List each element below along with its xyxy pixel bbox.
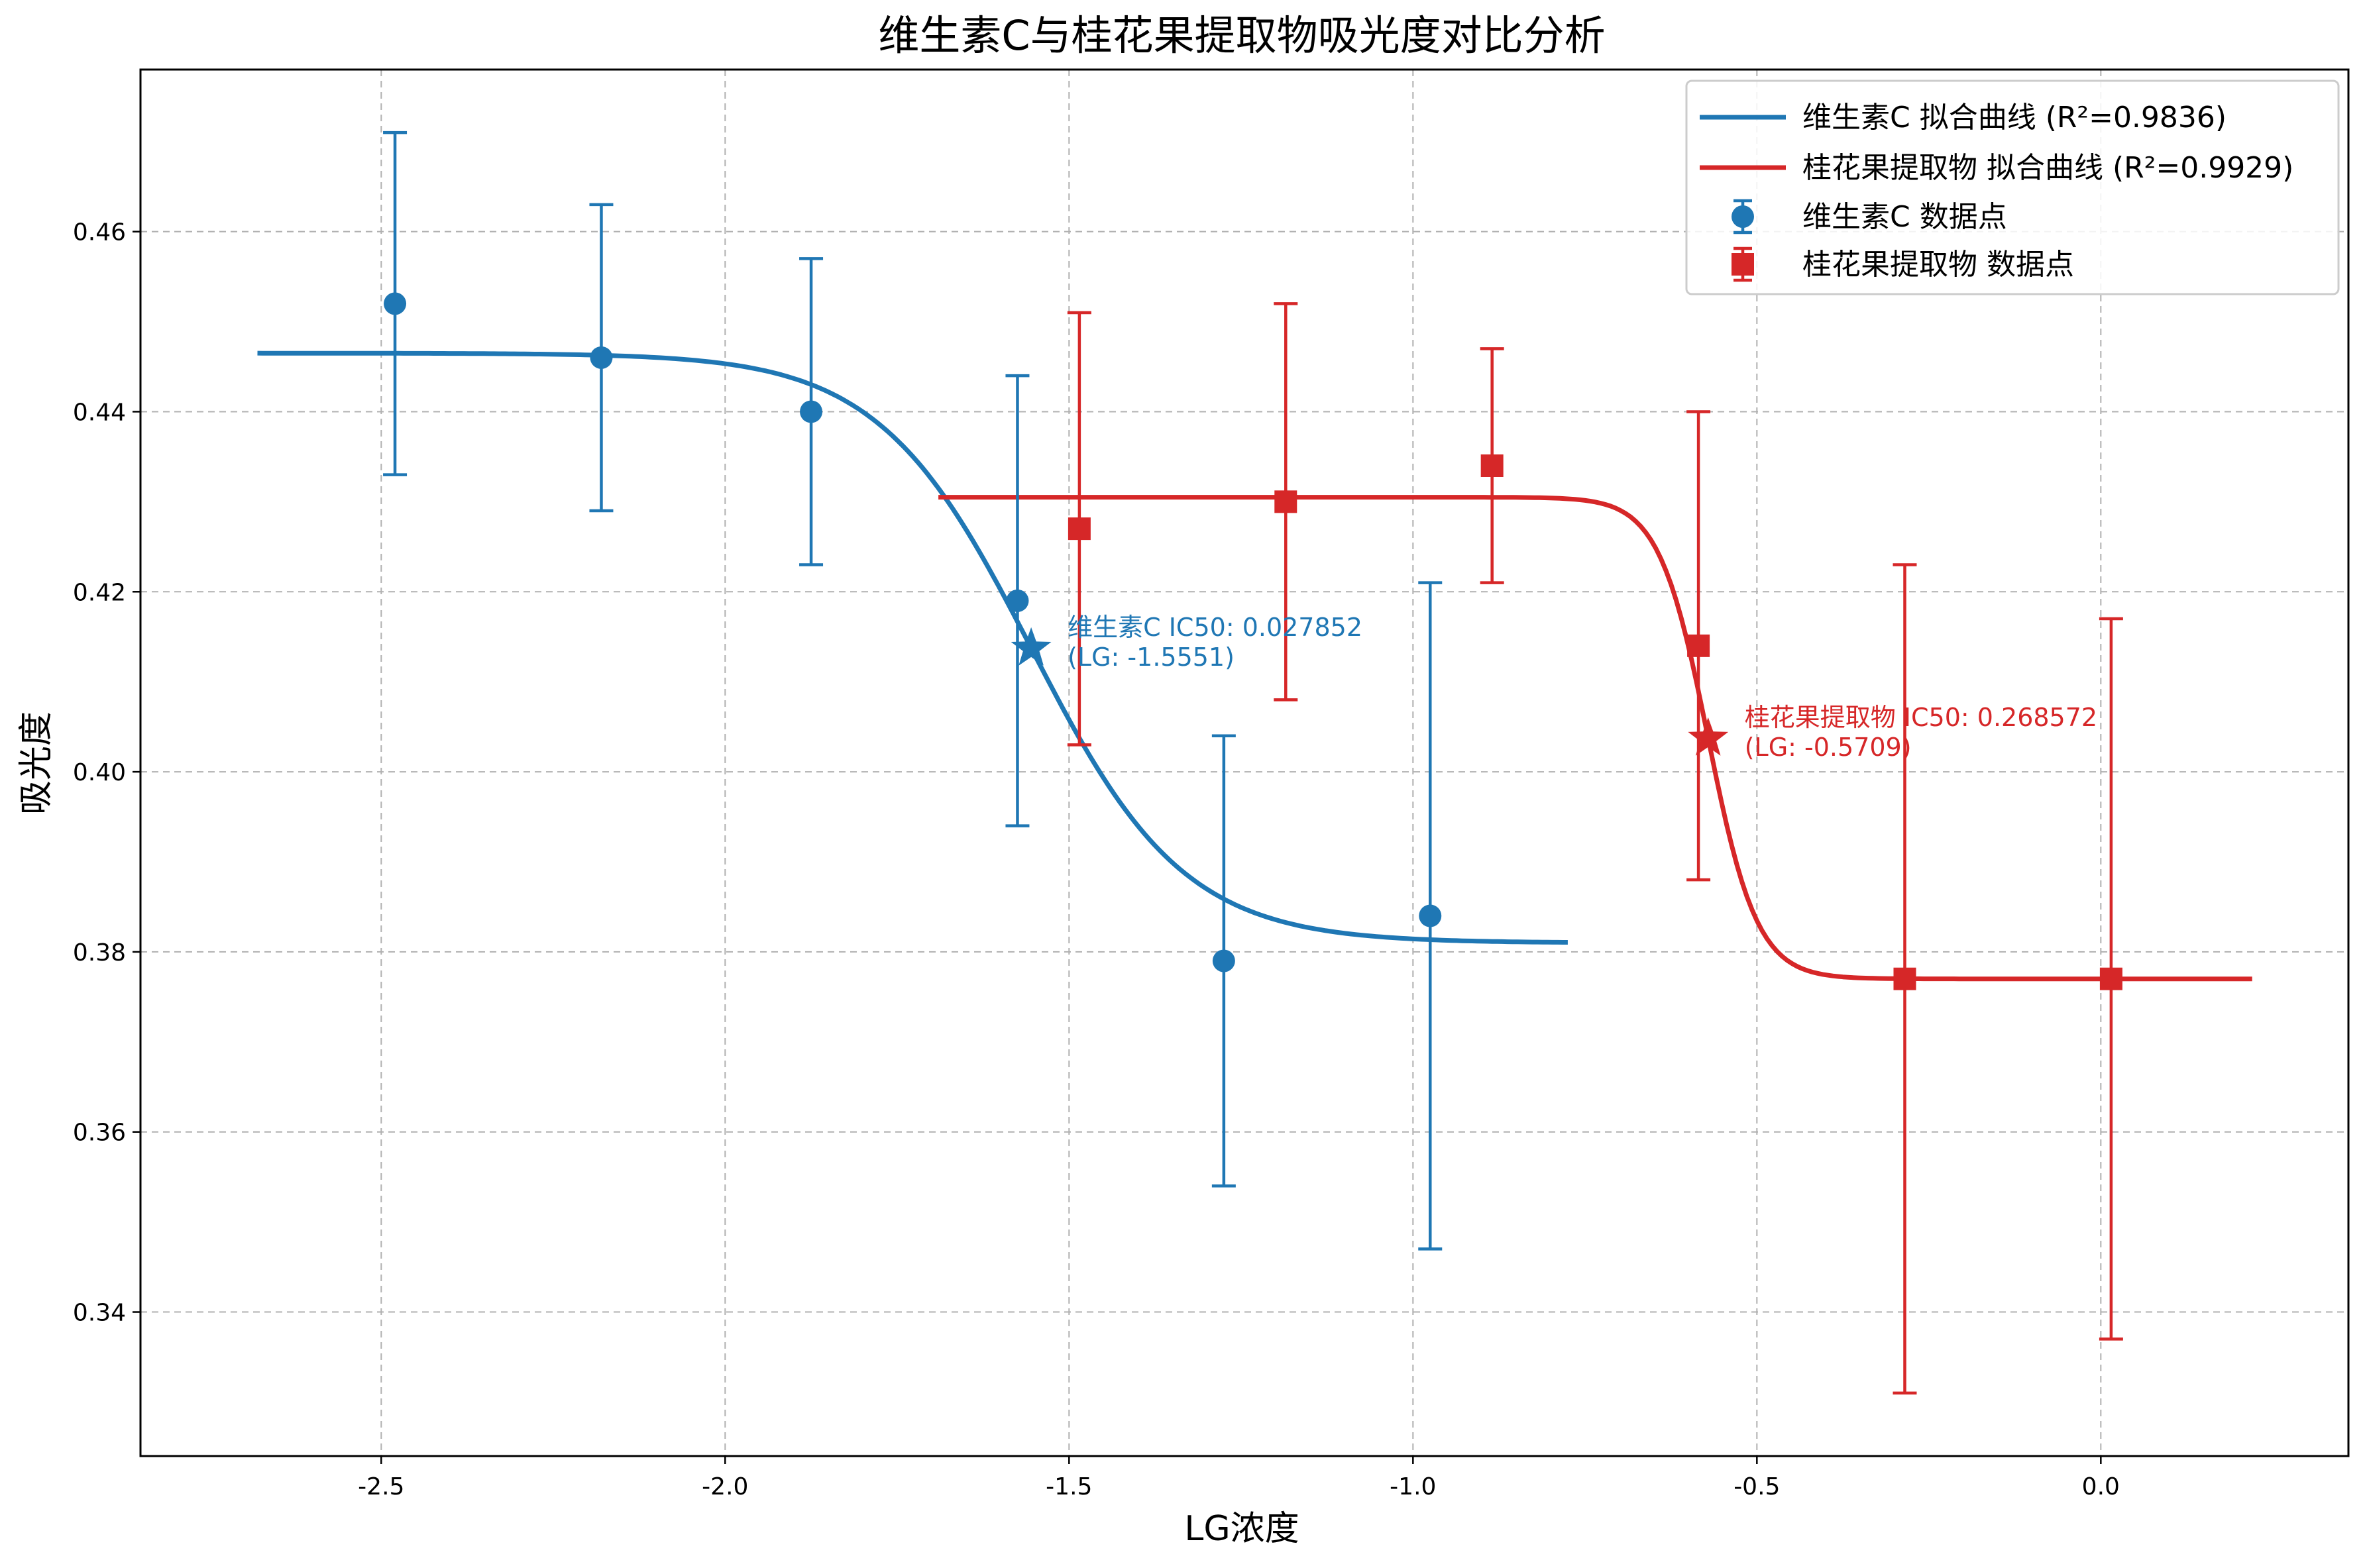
ic50-annotation-label: 桂花果提取物 IC50: 0.268572 (1745, 703, 2097, 732)
y-tick-label: 0.38 (73, 939, 126, 967)
ic50-annotation-lg: (LG: -1.5551) (1068, 643, 1235, 672)
grid (140, 70, 2348, 1456)
plot-area-frame (139, 68, 2350, 1457)
y-tick-label: 0.44 (73, 399, 126, 426)
x-tick-label: -0.5 (1733, 1473, 1780, 1500)
data-point-square (1068, 517, 1091, 541)
y-tick-label: 0.36 (73, 1120, 126, 1147)
data-point-square (1893, 967, 1916, 990)
legend-circle-marker (1732, 205, 1754, 228)
y-tick-label: 0.46 (73, 219, 126, 246)
x-tick-label: -2.0 (702, 1473, 748, 1500)
data-point-circle (1212, 949, 1235, 972)
y-tick-label: 0.40 (73, 759, 126, 786)
data-point-circle (1419, 904, 1442, 927)
x-tick-label: -1.0 (1390, 1473, 1436, 1500)
legend-label: 桂花果提取物 数据点 (1802, 248, 2074, 282)
legend: 维生素C 拟合曲线 (R²=0.9836) 桂花果提取物 拟合曲线 (R²=0.9… (1685, 79, 2340, 295)
data-point-square (1687, 634, 1710, 657)
data-point-circle (384, 292, 407, 315)
axis-ticks: -2.5 -2.0 -1.5 -1.0 -0.5 0.0 0.34 0.36 0.38 0.40 0… (73, 219, 2120, 1500)
legend-square-marker (1732, 253, 1754, 276)
data-point-circle (590, 346, 613, 369)
data-point-square (1480, 454, 1504, 477)
x-tick-label: -2.5 (358, 1473, 404, 1500)
ic50-annotation-lg: (LG: -0.5709) (1745, 733, 1912, 762)
legend-box (1685, 79, 2340, 295)
chart-title: 维生素C与桂花果提取物吸光度对比分析 (878, 11, 1605, 60)
y-tick-label: 0.34 (73, 1300, 126, 1327)
data-points (384, 292, 2122, 990)
x-tick-label: 0.0 (2082, 1473, 2120, 1500)
data-point-circle (1006, 589, 1029, 612)
ic50-star-marker (1011, 627, 1052, 666)
y-tick-label: 0.42 (73, 579, 126, 606)
data-point-circle (800, 400, 823, 423)
y-axis-title: 吸光度 (17, 711, 56, 815)
x-axis-title: LG浓度 (1184, 1509, 1299, 1549)
fit-curve-1 (257, 350, 1568, 945)
legend-label: 桂花果提取物 拟合曲线 (R²=0.9929) (1802, 151, 2293, 185)
ic50-star-marker (1688, 717, 1729, 756)
data-point-square (1274, 490, 1297, 513)
x-tick-label: -1.5 (1046, 1473, 1092, 1500)
ic50-markers: 维生素C IC50: 0.027852(LG: -1.5551) 桂花果提取物 I… (1011, 613, 2097, 762)
legend-label: 维生素C 数据点 (1802, 200, 2007, 234)
fit-curves (257, 350, 2252, 982)
legend-label: 维生素C 拟合曲线 (R²=0.9836) (1802, 101, 2227, 134)
ic50-annotation-label: 维生素C IC50: 0.027852 (1068, 613, 1362, 642)
fit-curve-2 (938, 495, 2252, 982)
data-point-square (2099, 967, 2122, 990)
